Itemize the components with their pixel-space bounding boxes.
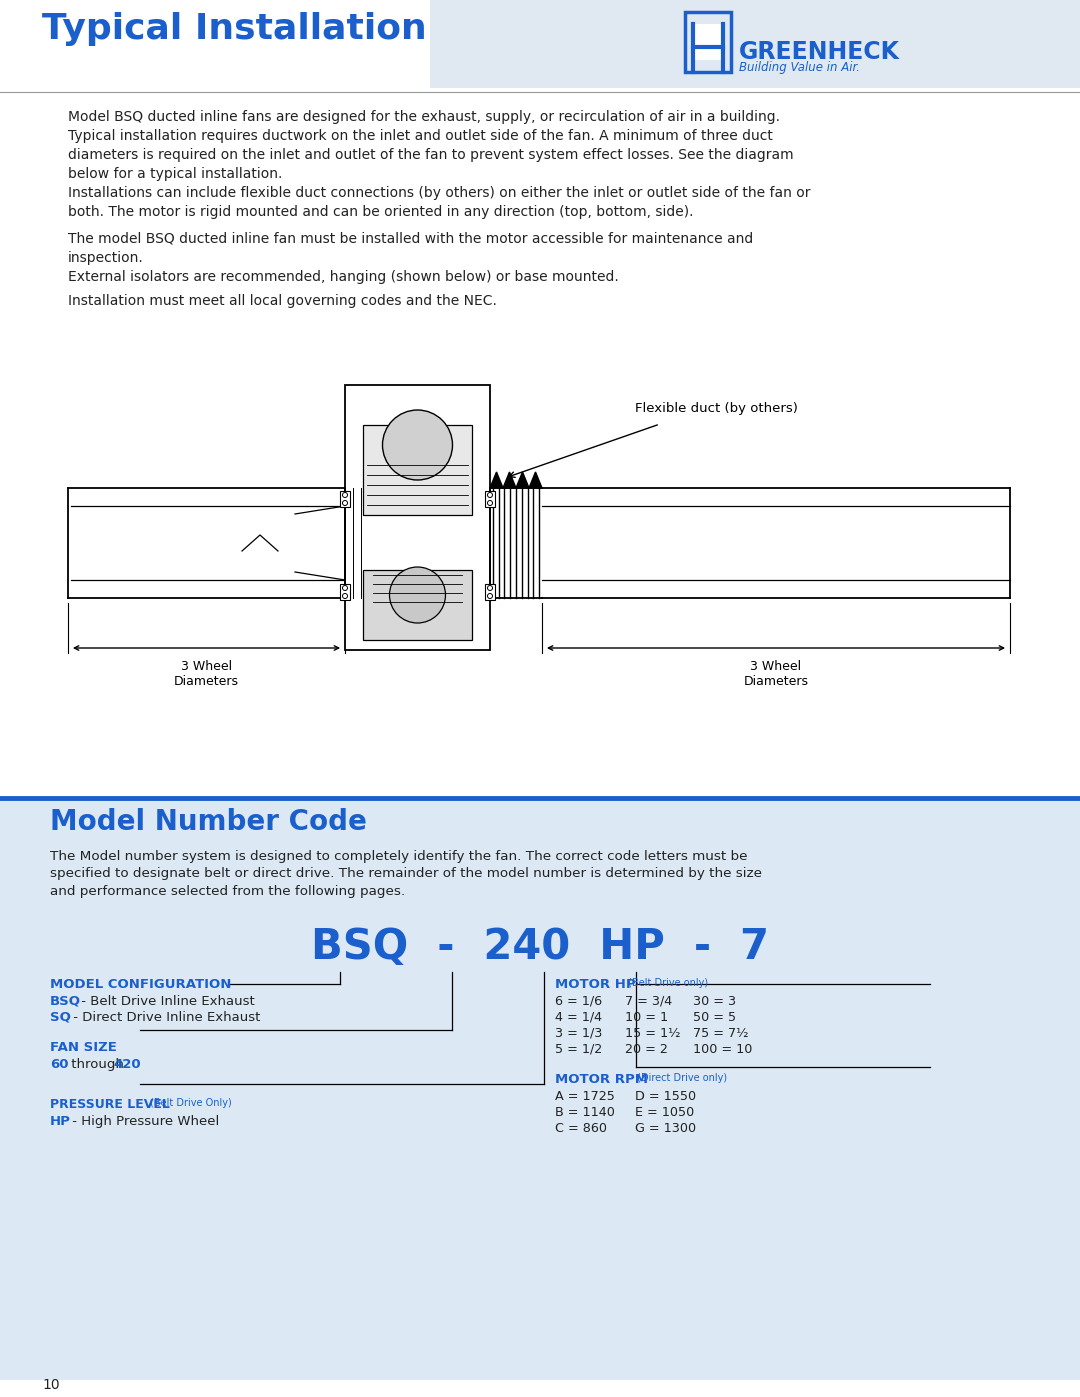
Text: Model BSQ ducted inline fans are designed for the exhaust, supply, or recirculat: Model BSQ ducted inline fans are designe…	[68, 110, 794, 180]
Bar	[693, 24, 723, 60]
Text: (Direct Drive only): (Direct Drive only)	[634, 1073, 727, 1083]
Text: 7 = 3/4: 7 = 3/4	[625, 995, 672, 1009]
Bar	[363, 425, 472, 515]
Polygon shape	[529, 472, 542, 488]
Text: 420: 420	[113, 1058, 140, 1071]
Text: 100 = 10: 100 = 10	[693, 1044, 753, 1056]
Text: MOTOR HP: MOTOR HP	[555, 978, 636, 990]
Text: B = 1140: B = 1140	[555, 1106, 615, 1119]
Text: 3 Wheel
Diameters: 3 Wheel Diameters	[174, 659, 239, 687]
Circle shape	[487, 500, 492, 506]
Bar	[685, 13, 731, 73]
Text: 50 = 5: 50 = 5	[693, 1011, 737, 1024]
Text: 3 = 1/3: 3 = 1/3	[555, 1027, 603, 1039]
Text: Flexible duct (by others): Flexible duct (by others)	[635, 402, 798, 415]
Polygon shape	[516, 472, 529, 488]
Bar	[345, 386, 490, 650]
Bar	[430, 0, 1080, 88]
Text: G = 1300: G = 1300	[635, 1122, 697, 1134]
Text: 3 Wheel
Diameters: 3 Wheel Diameters	[743, 659, 809, 687]
Text: HP: HP	[50, 1115, 71, 1127]
Text: BSQ: BSQ	[50, 995, 81, 1009]
Text: MODEL CONFIGURATION: MODEL CONFIGURATION	[50, 978, 231, 990]
Circle shape	[342, 500, 348, 506]
Text: 60: 60	[50, 1058, 68, 1071]
Polygon shape	[503, 472, 516, 488]
Text: - Belt Drive Inline Exhaust: - Belt Drive Inline Exhaust	[77, 995, 255, 1009]
Text: (Belt Drive Only): (Belt Drive Only)	[150, 1098, 232, 1108]
Circle shape	[487, 585, 492, 591]
Text: BSQ  -  240  HP  -  7: BSQ - 240 HP - 7	[311, 926, 769, 968]
Text: SQ: SQ	[50, 1011, 71, 1024]
Circle shape	[342, 585, 348, 591]
Circle shape	[390, 567, 446, 623]
Circle shape	[382, 409, 453, 481]
Bar	[340, 584, 350, 599]
Polygon shape	[490, 472, 503, 488]
Circle shape	[342, 594, 348, 598]
Text: MOTOR RPM: MOTOR RPM	[555, 1073, 648, 1085]
Text: PRESSURE LEVEL: PRESSURE LEVEL	[50, 1098, 170, 1111]
Text: 75 = 7½: 75 = 7½	[693, 1027, 748, 1039]
Text: (Belt Drive only): (Belt Drive only)	[625, 978, 708, 988]
Text: FAN SIZE: FAN SIZE	[50, 1041, 117, 1053]
Circle shape	[342, 493, 348, 497]
Text: The Model number system is designed to completely identify the fan. The correct : The Model number system is designed to c…	[50, 849, 762, 898]
Text: 30 = 3: 30 = 3	[693, 995, 737, 1009]
Bar	[485, 584, 495, 599]
Bar	[485, 490, 495, 507]
Text: A = 1725: A = 1725	[555, 1090, 615, 1104]
Text: 6 = 1/6: 6 = 1/6	[555, 995, 603, 1009]
Text: GREENHECK: GREENHECK	[739, 41, 900, 64]
Text: - High Pressure Wheel: - High Pressure Wheel	[68, 1115, 219, 1127]
Text: 10 = 1: 10 = 1	[625, 1011, 669, 1024]
Text: Building Value in Air.: Building Value in Air.	[739, 61, 860, 74]
Text: Installation must meet all local governing codes and the NEC.: Installation must meet all local governi…	[68, 293, 497, 307]
Text: E = 1050: E = 1050	[635, 1106, 694, 1119]
Circle shape	[487, 493, 492, 497]
Text: The model BSQ ducted inline fan must be installed with the motor accessible for : The model BSQ ducted inline fan must be …	[68, 232, 753, 265]
Text: Typical Installation: Typical Installation	[42, 13, 427, 46]
Bar	[363, 570, 472, 640]
Text: 5 = 1/2: 5 = 1/2	[555, 1044, 603, 1056]
Text: Model Number Code: Model Number Code	[50, 807, 367, 835]
Text: Installations can include flexible duct connections (by others) on either the in: Installations can include flexible duct …	[68, 186, 810, 219]
Text: 10: 10	[42, 1377, 59, 1391]
Text: - Direct Drive Inline Exhaust: - Direct Drive Inline Exhaust	[69, 1011, 260, 1024]
Text: External isolators are recommended, hanging (shown below) or base mounted.: External isolators are recommended, hang…	[68, 270, 619, 284]
Text: through: through	[67, 1058, 129, 1071]
Text: 15 = 1½: 15 = 1½	[625, 1027, 680, 1039]
Bar	[0, 798, 1080, 1380]
Text: C = 860: C = 860	[555, 1122, 607, 1134]
Text: D = 1550: D = 1550	[635, 1090, 697, 1104]
Bar	[340, 490, 350, 507]
Circle shape	[487, 594, 492, 598]
Text: 4 = 1/4: 4 = 1/4	[555, 1011, 603, 1024]
Text: 20 = 2: 20 = 2	[625, 1044, 667, 1056]
